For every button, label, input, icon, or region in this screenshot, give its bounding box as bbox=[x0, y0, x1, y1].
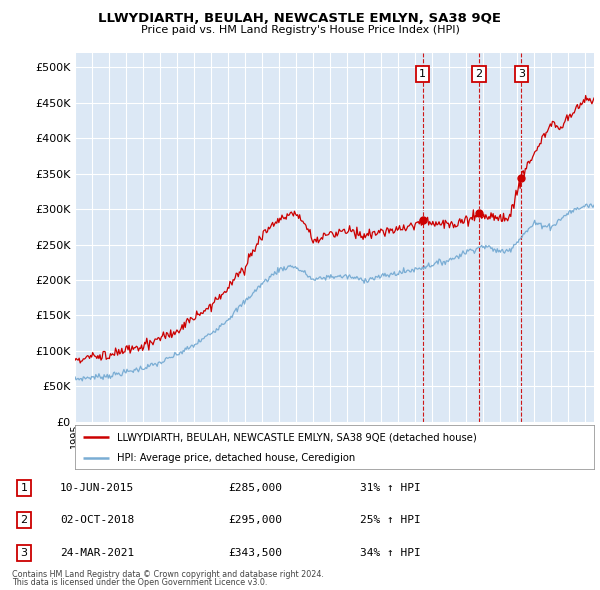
Text: 02-OCT-2018: 02-OCT-2018 bbox=[60, 516, 134, 525]
Text: Price paid vs. HM Land Registry's House Price Index (HPI): Price paid vs. HM Land Registry's House … bbox=[140, 25, 460, 35]
Text: 10-JUN-2015: 10-JUN-2015 bbox=[60, 483, 134, 493]
Text: £343,500: £343,500 bbox=[228, 548, 282, 558]
Text: 1: 1 bbox=[20, 483, 28, 493]
Text: LLWYDIARTH, BEULAH, NEWCASTLE EMLYN, SA38 9QE: LLWYDIARTH, BEULAH, NEWCASTLE EMLYN, SA3… bbox=[98, 12, 502, 25]
Text: 3: 3 bbox=[518, 70, 525, 80]
Text: 25% ↑ HPI: 25% ↑ HPI bbox=[360, 516, 421, 525]
Text: £285,000: £285,000 bbox=[228, 483, 282, 493]
Text: 24-MAR-2021: 24-MAR-2021 bbox=[60, 548, 134, 558]
Text: HPI: Average price, detached house, Ceredigion: HPI: Average price, detached house, Cere… bbox=[116, 453, 355, 463]
Text: 2: 2 bbox=[476, 70, 483, 80]
Text: This data is licensed under the Open Government Licence v3.0.: This data is licensed under the Open Gov… bbox=[12, 578, 268, 587]
Text: 2: 2 bbox=[20, 516, 28, 525]
Text: Contains HM Land Registry data © Crown copyright and database right 2024.: Contains HM Land Registry data © Crown c… bbox=[12, 570, 324, 579]
Text: £295,000: £295,000 bbox=[228, 516, 282, 525]
Text: 1: 1 bbox=[419, 70, 427, 80]
Text: LLWYDIARTH, BEULAH, NEWCASTLE EMLYN, SA38 9QE (detached house): LLWYDIARTH, BEULAH, NEWCASTLE EMLYN, SA3… bbox=[116, 432, 476, 442]
Text: 3: 3 bbox=[20, 548, 28, 558]
Text: 31% ↑ HPI: 31% ↑ HPI bbox=[360, 483, 421, 493]
Text: 34% ↑ HPI: 34% ↑ HPI bbox=[360, 548, 421, 558]
